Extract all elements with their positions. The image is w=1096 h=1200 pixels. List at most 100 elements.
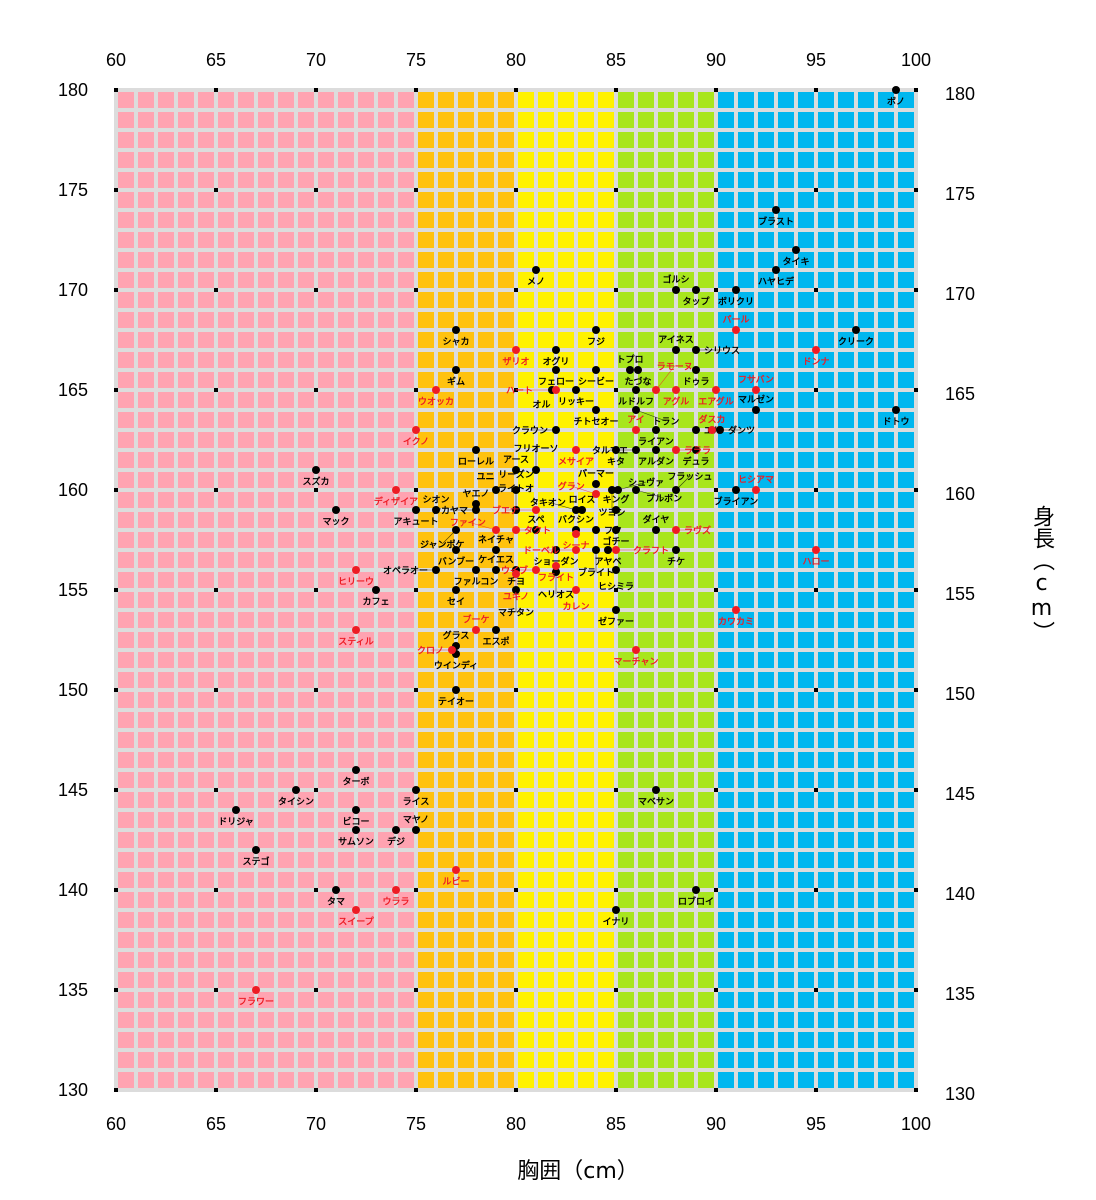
grid-cell — [778, 472, 794, 488]
grid-cell — [778, 652, 794, 668]
grid-cell — [238, 632, 254, 648]
grid-cell — [598, 892, 614, 908]
grid-cell — [818, 832, 834, 848]
point-marker — [752, 386, 760, 394]
grid-cell — [638, 1032, 654, 1048]
grid-cell — [878, 112, 894, 128]
grid-intersection-marker — [914, 688, 918, 692]
grid-cell — [138, 732, 154, 748]
grid-cell — [158, 572, 174, 588]
grid-cell — [698, 792, 714, 808]
grid-cell — [298, 512, 314, 528]
grid-cell — [698, 92, 714, 108]
grid-cell — [738, 572, 754, 588]
grid-cell — [378, 232, 394, 248]
grid-cell — [118, 252, 134, 268]
data-point-black: ブライト — [578, 546, 614, 579]
grid-cell — [678, 672, 694, 688]
grid-cell — [698, 972, 714, 988]
grid-cell — [518, 492, 534, 508]
grid-cell — [178, 892, 194, 908]
grid-intersection-marker — [814, 988, 818, 992]
grid-cell — [478, 172, 494, 188]
grid-intersection-marker — [514, 288, 518, 292]
grid-cell — [838, 232, 854, 248]
grid-cell — [478, 1032, 494, 1048]
grid-cell — [198, 972, 214, 988]
grid-cell — [838, 1072, 854, 1088]
grid-cell — [438, 712, 454, 728]
grid-cell — [178, 432, 194, 448]
grid-cell — [878, 552, 894, 568]
grid-cell — [838, 352, 854, 368]
grid-cell — [298, 932, 314, 948]
grid-cell — [238, 752, 254, 768]
grid-cell — [798, 572, 814, 588]
grid-cell — [498, 252, 514, 268]
grid-cell — [758, 852, 774, 868]
grid-intersection-marker — [914, 388, 918, 392]
data-point-black: ドリジャ — [218, 806, 254, 828]
grid-cell — [178, 352, 194, 368]
grid-cell — [298, 992, 314, 1008]
grid-cell — [498, 272, 514, 288]
grid-cell — [298, 272, 314, 288]
grid-cell — [538, 1052, 554, 1068]
point-marker — [892, 86, 900, 94]
grid-cell — [358, 412, 374, 428]
grid-cell — [258, 332, 274, 348]
grid-intersection-marker — [514, 88, 518, 92]
grid-cell — [598, 272, 614, 288]
grid-intersection-marker — [514, 988, 518, 992]
grid-cell — [458, 112, 474, 128]
grid-cell — [378, 612, 394, 628]
grid-cell — [698, 712, 714, 728]
grid-cell — [178, 152, 194, 168]
grid-cell — [658, 552, 674, 568]
grid-cell — [898, 392, 914, 408]
grid-cell — [418, 892, 434, 908]
grid-cell — [318, 1072, 334, 1088]
grid-cell — [178, 512, 194, 528]
grid-cell — [418, 232, 434, 248]
grid-cell — [738, 892, 754, 908]
grid-cell — [158, 612, 174, 628]
grid-cell — [198, 132, 214, 148]
grid-cell — [578, 432, 594, 448]
grid-cell — [638, 1012, 654, 1028]
grid-cell — [298, 312, 314, 328]
grid-cell — [778, 452, 794, 468]
grid-cell — [658, 472, 674, 488]
grid-cell — [638, 712, 654, 728]
grid-cell — [238, 312, 254, 328]
grid-cell — [558, 572, 574, 588]
grid-cell — [178, 992, 194, 1008]
grid-cell — [818, 612, 834, 628]
grid-cell — [258, 452, 274, 468]
grid-cell — [118, 92, 134, 108]
point-label: ユキノ — [503, 592, 529, 603]
grid-cell — [398, 472, 414, 488]
grid-cell — [398, 872, 414, 888]
grid-cell — [318, 572, 334, 588]
grid-cell — [738, 1052, 754, 1068]
grid-cell — [718, 192, 734, 208]
grid-intersection-marker — [914, 188, 918, 192]
grid-cell — [538, 612, 554, 628]
grid-cell — [898, 832, 914, 848]
point-label: チヨ — [507, 577, 525, 588]
grid-cell — [498, 552, 514, 568]
grid-cell — [438, 92, 454, 108]
grid-cell — [818, 272, 834, 288]
grid-cell — [598, 552, 614, 568]
point-marker — [352, 626, 360, 634]
grid-cell — [338, 492, 354, 508]
grid-cell — [598, 152, 614, 168]
grid-cell — [518, 412, 534, 428]
grid-cell — [638, 412, 654, 428]
grid-cell — [518, 632, 534, 648]
grid-cell — [538, 572, 554, 588]
grid-cell — [698, 112, 714, 128]
grid-cell — [158, 1052, 174, 1068]
grid-cell — [298, 672, 314, 688]
